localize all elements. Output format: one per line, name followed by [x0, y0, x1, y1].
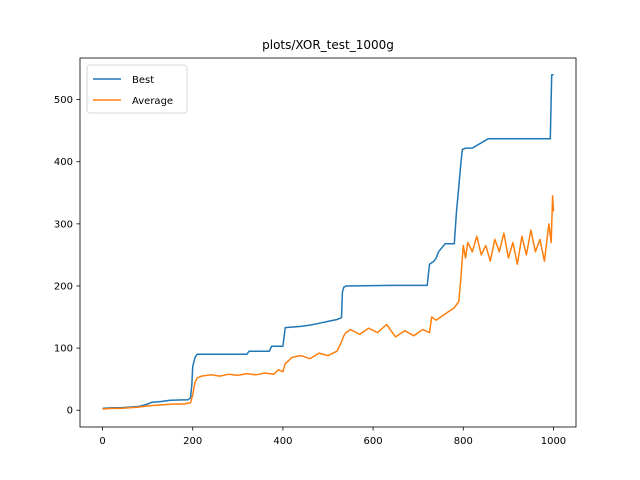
y-tick-label: 100 [54, 344, 73, 355]
y-tick-label: 400 [54, 157, 73, 168]
x-tick-label: 200 [183, 436, 202, 447]
x-tick-label: 0 [99, 436, 105, 447]
y-tick-label: 300 [54, 219, 73, 230]
x-tick-label: 1000 [541, 436, 566, 447]
legend-label-average: Average [132, 96, 173, 107]
legend-label-best: Best [132, 75, 154, 86]
chart-title: plots/XOR_test_1000g [262, 38, 394, 52]
x-tick-label: 800 [454, 436, 473, 447]
y-tick-label: 500 [54, 95, 73, 106]
legend: Best Average [87, 65, 187, 113]
y-tick-label: 0 [67, 406, 73, 417]
x-tick-label: 600 [364, 436, 383, 447]
x-tick-label: 400 [273, 436, 292, 447]
y-tick-label: 200 [54, 281, 73, 292]
